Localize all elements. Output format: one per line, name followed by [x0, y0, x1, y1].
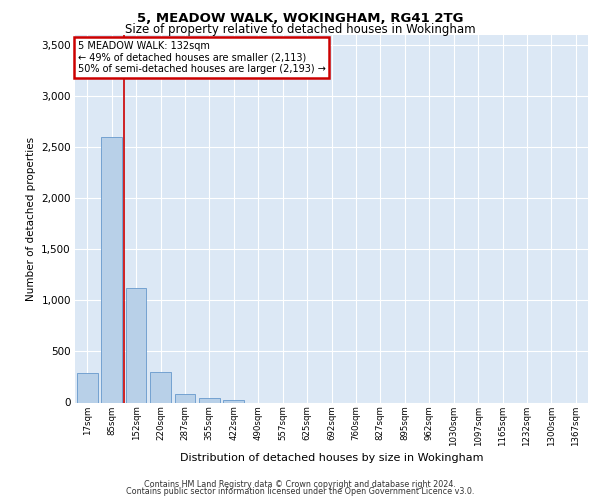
Bar — [77, 373, 98, 402]
Bar — [101, 137, 122, 402]
Text: Contains HM Land Registry data © Crown copyright and database right 2024.: Contains HM Land Registry data © Crown c… — [144, 480, 456, 489]
Y-axis label: Number of detached properties: Number of detached properties — [26, 136, 35, 301]
Bar — [223, 400, 244, 402]
Text: 5 MEADOW WALK: 132sqm
← 49% of detached houses are smaller (2,113)
50% of semi-d: 5 MEADOW WALK: 132sqm ← 49% of detached … — [77, 40, 325, 74]
Text: Contains public sector information licensed under the Open Government Licence v3: Contains public sector information licen… — [126, 487, 474, 496]
X-axis label: Distribution of detached houses by size in Wokingham: Distribution of detached houses by size … — [180, 452, 483, 462]
Text: 5, MEADOW WALK, WOKINGHAM, RG41 2TG: 5, MEADOW WALK, WOKINGHAM, RG41 2TG — [137, 12, 463, 26]
Bar — [175, 394, 196, 402]
Bar — [150, 372, 171, 402]
Text: Size of property relative to detached houses in Wokingham: Size of property relative to detached ho… — [125, 24, 475, 36]
Bar — [199, 398, 220, 402]
Bar — [125, 288, 146, 403]
